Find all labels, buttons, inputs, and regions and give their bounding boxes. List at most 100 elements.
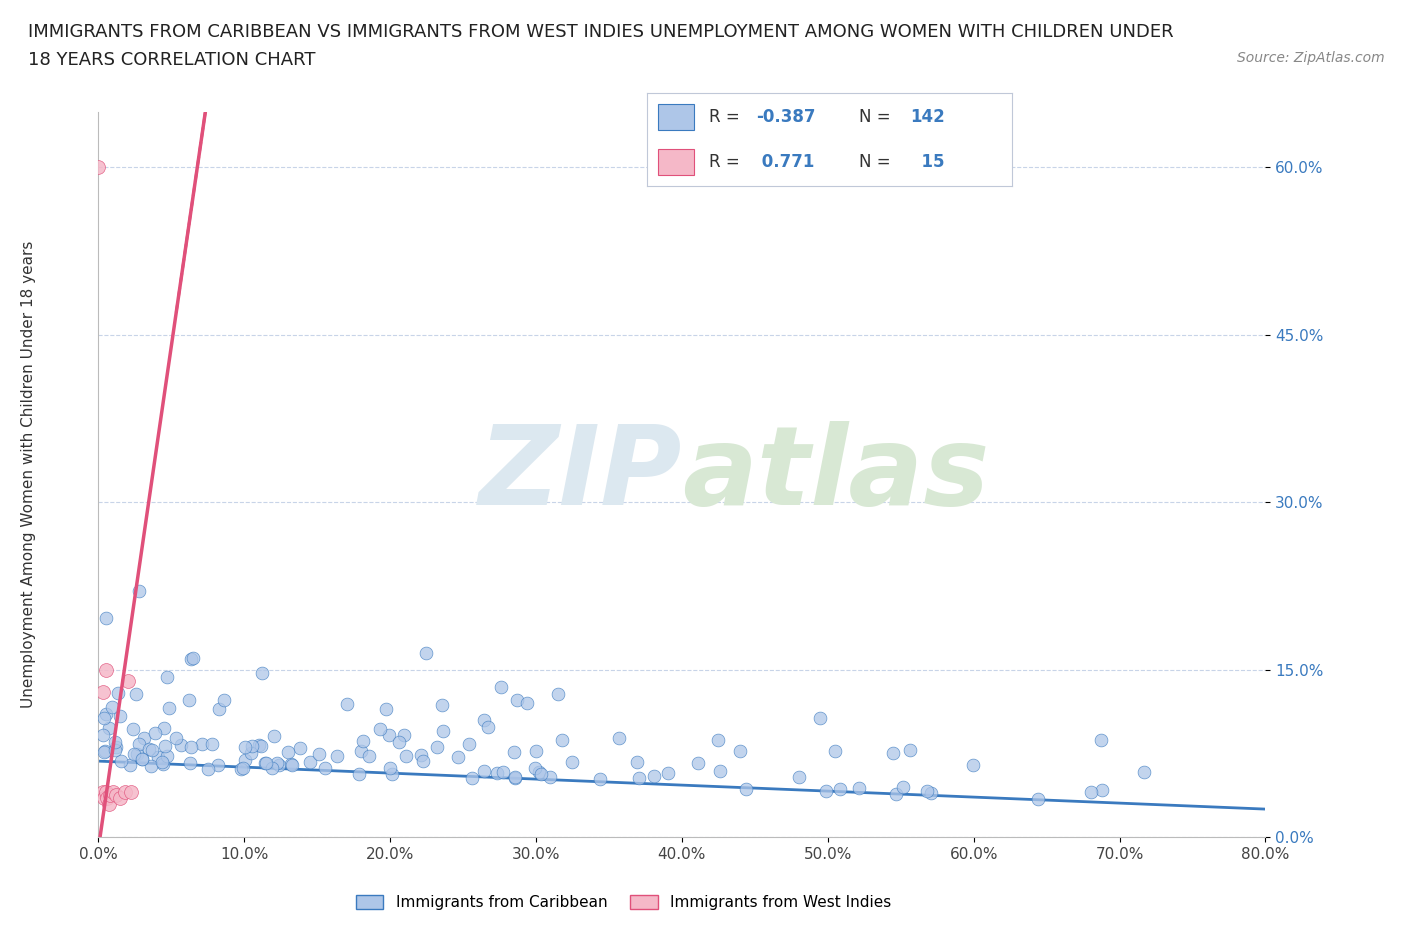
Point xyxy=(426,739,449,754)
Point xyxy=(181,651,204,666)
Point xyxy=(191,737,214,751)
Point xyxy=(207,757,229,772)
Point xyxy=(107,686,129,701)
Point xyxy=(153,738,176,753)
Point xyxy=(734,781,756,796)
Point xyxy=(117,673,139,688)
Point xyxy=(882,746,904,761)
Point xyxy=(263,728,285,743)
Point xyxy=(506,693,529,708)
Point xyxy=(538,770,561,785)
Point xyxy=(232,760,254,775)
Point xyxy=(502,744,524,759)
Text: Unemployment Among Women with Children Under 18 years: Unemployment Among Women with Children U… xyxy=(21,241,35,708)
Point xyxy=(477,719,499,734)
Point xyxy=(472,764,495,778)
Point xyxy=(165,731,187,746)
Point xyxy=(125,746,148,761)
Point xyxy=(290,740,312,755)
Point xyxy=(381,766,404,781)
Point xyxy=(121,722,143,737)
Text: 0.771: 0.771 xyxy=(756,153,815,171)
Text: IMMIGRANTS FROM CARIBBEAN VS IMMIGRANTS FROM WEST INDIES UNEMPLOYMENT AMONG WOME: IMMIGRANTS FROM CARIBBEAN VS IMMIGRANTS … xyxy=(28,23,1174,41)
Point xyxy=(447,750,470,764)
Point xyxy=(233,752,256,767)
Point xyxy=(524,761,547,776)
Point xyxy=(122,747,145,762)
Point xyxy=(787,770,810,785)
Point xyxy=(1090,732,1112,747)
Point xyxy=(707,732,730,747)
Point xyxy=(824,743,846,758)
Point xyxy=(1132,764,1154,779)
Text: N =: N = xyxy=(859,153,890,171)
Point xyxy=(108,709,131,724)
Point xyxy=(388,735,411,750)
Point xyxy=(98,787,121,802)
Point xyxy=(325,749,347,764)
Text: 18 YEARS CORRELATION CHART: 18 YEARS CORRELATION CHART xyxy=(28,51,315,69)
Point xyxy=(128,737,150,751)
Point xyxy=(91,684,114,699)
Point xyxy=(370,722,392,737)
Point xyxy=(392,727,415,742)
Point xyxy=(100,700,122,715)
Point xyxy=(336,697,359,711)
Point xyxy=(280,757,302,772)
Point xyxy=(815,784,838,799)
Point xyxy=(920,786,942,801)
Point xyxy=(848,780,870,795)
Point xyxy=(808,711,831,725)
Point xyxy=(686,756,709,771)
Point xyxy=(146,750,169,764)
Point xyxy=(247,737,270,752)
Point xyxy=(170,737,193,752)
Point xyxy=(458,737,481,751)
Point xyxy=(527,764,550,779)
Point xyxy=(657,765,679,780)
Text: ZIP: ZIP xyxy=(478,420,682,528)
Point xyxy=(709,764,731,778)
Point xyxy=(91,785,114,800)
Point xyxy=(153,721,176,736)
Point xyxy=(110,790,132,805)
Point xyxy=(91,727,114,742)
Point xyxy=(180,740,202,755)
Point xyxy=(201,737,224,751)
Point xyxy=(254,756,277,771)
Point xyxy=(262,761,284,776)
Point xyxy=(131,751,153,766)
Point xyxy=(179,755,201,770)
Point xyxy=(157,700,180,715)
Point xyxy=(141,758,163,773)
Point xyxy=(93,745,115,760)
Point xyxy=(626,754,648,769)
Point xyxy=(308,747,330,762)
Point xyxy=(551,732,574,747)
Point xyxy=(131,751,153,766)
Point xyxy=(486,765,509,780)
Point xyxy=(281,758,304,773)
Point xyxy=(96,707,118,722)
Point xyxy=(561,754,583,769)
Point xyxy=(114,785,136,800)
Point xyxy=(298,754,321,769)
Point xyxy=(93,711,115,725)
Point xyxy=(350,744,373,759)
Point xyxy=(380,761,402,776)
Point xyxy=(728,744,751,759)
Point xyxy=(94,785,117,800)
Text: R =: R = xyxy=(709,153,740,171)
Point xyxy=(124,687,146,702)
Point xyxy=(98,721,121,736)
Point xyxy=(94,611,117,626)
Point xyxy=(254,756,277,771)
Point xyxy=(492,764,515,779)
Point xyxy=(409,747,432,762)
Point xyxy=(110,753,132,768)
Point xyxy=(1026,791,1049,806)
Point xyxy=(179,693,201,708)
Point xyxy=(97,796,120,811)
Point xyxy=(607,730,630,745)
Point xyxy=(415,645,437,660)
